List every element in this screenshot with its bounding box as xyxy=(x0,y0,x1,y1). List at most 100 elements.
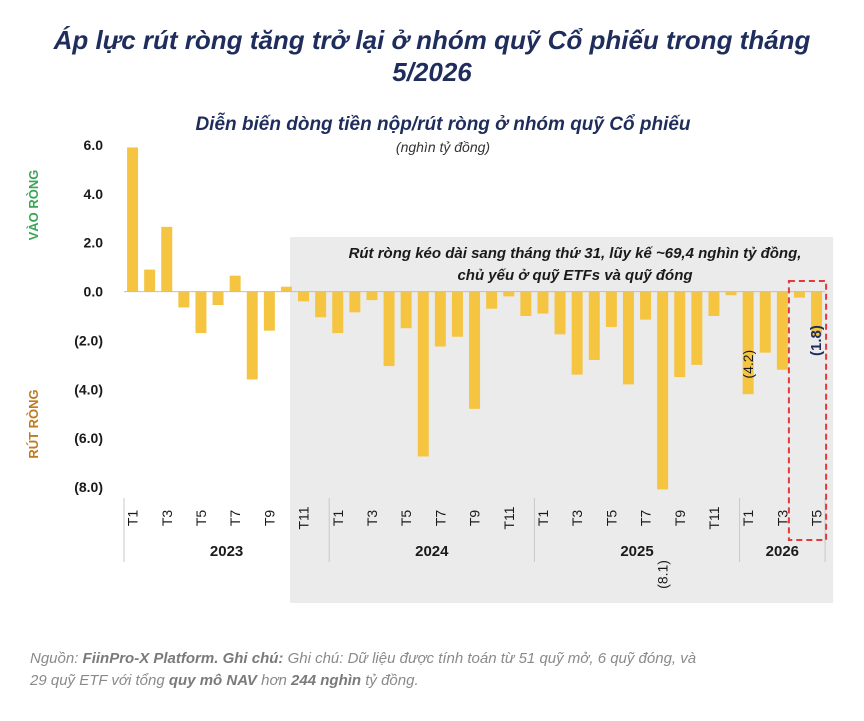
bar xyxy=(451,291,463,337)
year-label: 2023 xyxy=(210,543,243,560)
x-tick-label: T3 xyxy=(569,510,585,527)
x-tick-label: T5 xyxy=(809,510,825,527)
bar xyxy=(229,275,241,292)
bar xyxy=(298,291,310,302)
chart-title: Diễn biến dòng tiền nộp/rút ròng ở nhóm … xyxy=(195,113,690,135)
bar xyxy=(571,291,583,375)
bar xyxy=(263,291,275,331)
x-tick-label: T7 xyxy=(638,510,654,527)
nav-label: quy mô NAV xyxy=(168,672,257,689)
latest-month-highlight-box xyxy=(787,280,828,541)
bar xyxy=(657,291,669,490)
x-tick-label: T7 xyxy=(227,510,243,527)
bar xyxy=(246,291,258,380)
x-tick-label: T3 xyxy=(159,510,175,527)
main-title-line1: Áp lực rút ròng tăng trở lại ở nhóm quỹ … xyxy=(53,25,811,55)
y-tick-label: 4.0 xyxy=(84,186,104,202)
bar xyxy=(280,286,292,292)
year-label: 2024 xyxy=(415,543,449,560)
bar xyxy=(605,291,617,327)
bars-group xyxy=(127,147,823,490)
chart-unit-subtitle: (nghìn tỷ đồng) xyxy=(396,139,490,155)
x-tick-label: T11 xyxy=(296,506,312,529)
y-tick-label: 2.0 xyxy=(84,235,104,251)
data-label: (4.2) xyxy=(740,350,756,379)
x-tick-label: T1 xyxy=(740,510,756,527)
note-text-2: 29 quỹ ETF với tổng xyxy=(30,672,165,689)
x-tick-label: T9 xyxy=(467,510,483,527)
bar xyxy=(212,291,224,306)
data-label: (1.8) xyxy=(808,325,825,356)
bar xyxy=(708,291,720,316)
y-tick-label: 6.0 xyxy=(84,137,104,153)
data-labels: (8.1) (4.2) (1.8) xyxy=(655,325,825,589)
bar xyxy=(178,291,190,308)
x-tick-label: T9 xyxy=(672,510,688,527)
bar xyxy=(161,226,173,292)
x-tick-label: T9 xyxy=(261,510,277,527)
bar xyxy=(383,291,395,367)
bar xyxy=(400,291,412,329)
x-tick-label: T5 xyxy=(398,510,414,527)
y-tick-label: (2.0) xyxy=(74,332,103,348)
nav-mid: hơn xyxy=(261,672,287,689)
bar xyxy=(776,291,788,370)
year-label: 2026 xyxy=(766,543,799,560)
x-tick-label: T1 xyxy=(330,510,346,527)
bar xyxy=(417,291,429,457)
bar xyxy=(742,291,754,395)
bar xyxy=(349,291,361,313)
x-tick-label: T3 xyxy=(364,510,380,527)
bar xyxy=(195,291,207,334)
bar xyxy=(469,291,481,409)
bar xyxy=(622,291,634,385)
x-tick-label: T7 xyxy=(432,510,448,527)
bar xyxy=(486,291,498,309)
inflow-axis-label: VÀO RÒNG xyxy=(26,170,41,241)
x-tick-label: T11 xyxy=(501,506,517,529)
bar xyxy=(537,291,549,314)
nav-value: 244 nghìn xyxy=(291,672,362,689)
outflow-axis-label: RÚT RÒNG xyxy=(26,389,41,458)
y-tick-label: (6.0) xyxy=(74,430,103,446)
bar xyxy=(640,291,652,320)
net-flow-bar-chart: Diễn biến dòng tiền nộp/rút ròng ở nhóm … xyxy=(26,113,834,603)
y-tick-label: (4.0) xyxy=(74,381,103,397)
bar xyxy=(366,291,378,301)
bar xyxy=(811,291,823,336)
bar xyxy=(674,291,686,378)
year-label: 2025 xyxy=(620,543,653,560)
bar xyxy=(144,269,156,292)
annotation-line2: chủ yếu ở quỹ ETFs và quỹ đóng xyxy=(457,267,692,284)
y-tick-label: (8.0) xyxy=(74,479,103,495)
x-tick-label: T5 xyxy=(193,510,209,527)
bar xyxy=(520,291,532,316)
bar xyxy=(554,291,566,335)
bar xyxy=(127,147,139,292)
x-tick-label: T5 xyxy=(603,510,619,527)
note-text-1: Ghi chú: Dữ liệu được tính toán từ 51 qu… xyxy=(287,650,697,667)
footnote: Nguồn: FiinPro-X Platform. Ghi chú: Ghi … xyxy=(30,648,830,692)
x-tick-label: T3 xyxy=(774,510,790,527)
annotation-line1: Rút ròng kéo dài sang tháng thứ 31, lũy … xyxy=(349,245,802,262)
source-value: FiinPro-X Platform. xyxy=(82,650,219,667)
year-labels: 2023 2024 2025 2026 xyxy=(123,498,826,562)
x-tick-label: T11 xyxy=(706,506,722,529)
source-label: Nguồn: xyxy=(30,650,79,667)
x-tick-label: T1 xyxy=(535,510,551,527)
main-title: Áp lực rút ròng tăng trở lại ở nhóm quỹ … xyxy=(0,24,864,88)
y-tick-label: 0.0 xyxy=(84,284,104,300)
bar xyxy=(725,291,737,296)
bar xyxy=(793,291,805,298)
bar xyxy=(759,291,771,353)
nav-tail: tỷ đồng. xyxy=(365,672,419,689)
bar xyxy=(434,291,446,347)
main-title-line2: 5/2026 xyxy=(392,57,472,87)
bar xyxy=(315,291,327,318)
data-label: (8.1) xyxy=(655,560,671,589)
x-tick-label: T1 xyxy=(125,510,141,527)
bar xyxy=(691,291,703,365)
bar xyxy=(332,291,344,334)
x-axis-ticks: T1 T3 T5 T7 T9 T11 T1 T3 T5 T7 T9 T11 T1 T3 T5 T7 T9 T11 T… xyxy=(125,506,825,529)
bar xyxy=(503,291,515,297)
